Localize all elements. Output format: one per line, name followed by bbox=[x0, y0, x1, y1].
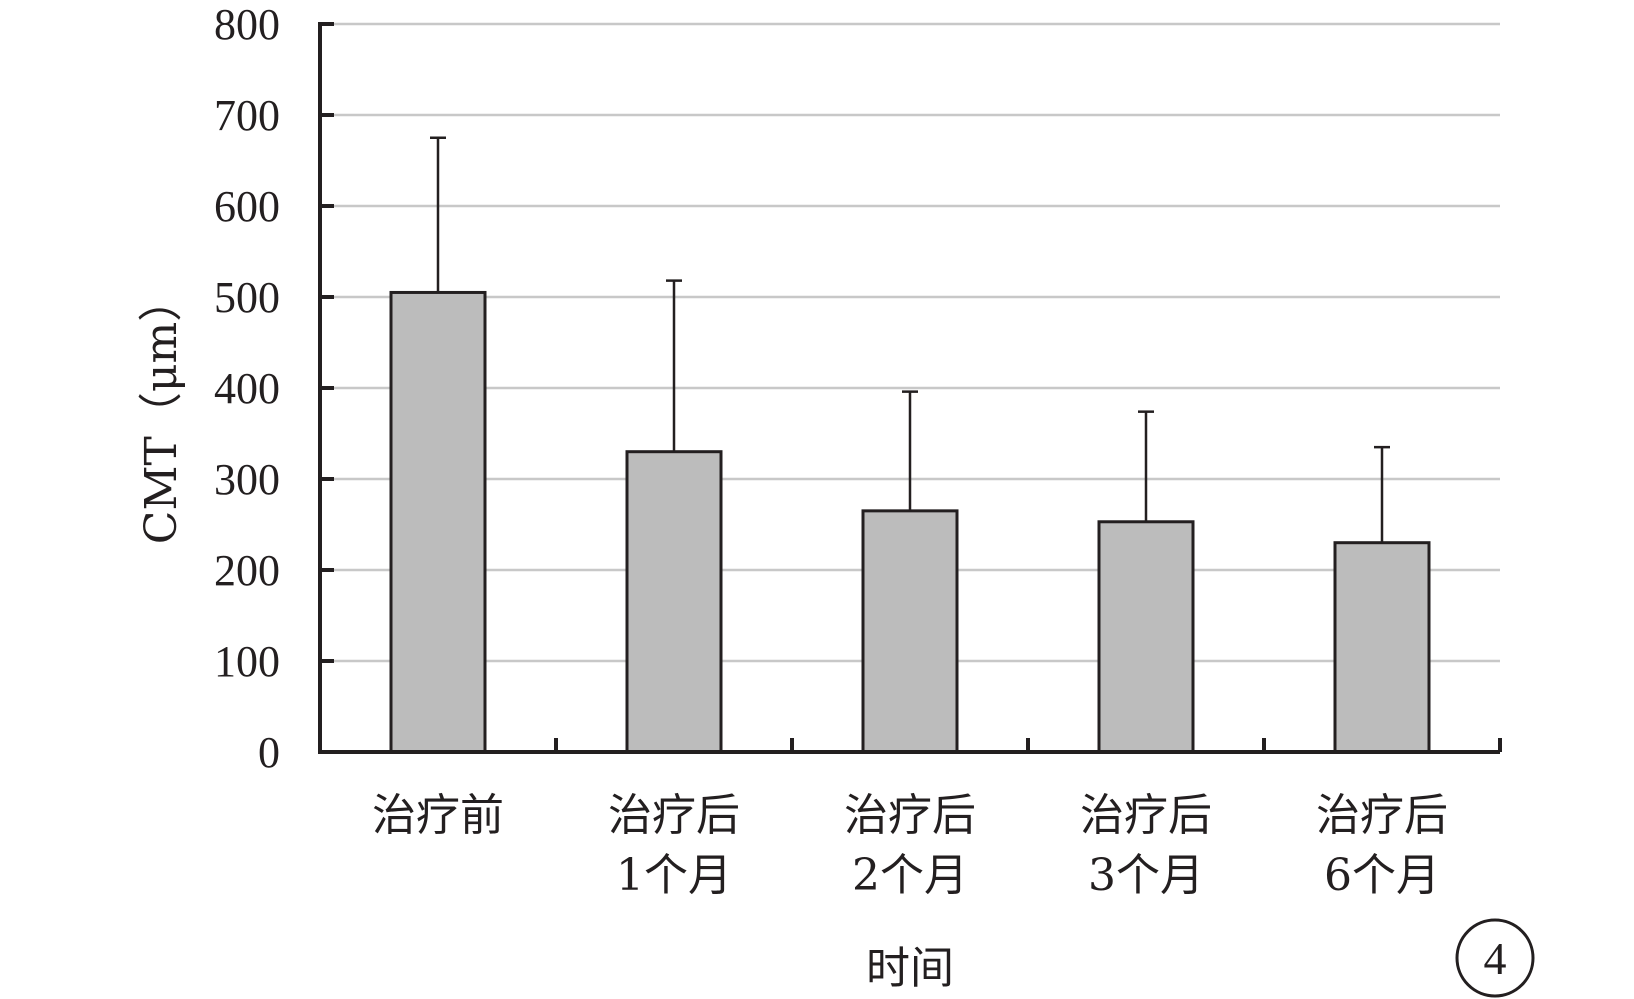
x-category-label: 治疗后 bbox=[608, 790, 740, 841]
bar bbox=[625, 450, 723, 754]
y-tick-label: 500 bbox=[214, 273, 280, 322]
badge-circle bbox=[1455, 918, 1535, 998]
x-category-label: 治疗后 bbox=[1080, 790, 1212, 841]
bar bbox=[1333, 541, 1431, 754]
y-tick-label: 0 bbox=[258, 728, 280, 777]
y-tick-label: 300 bbox=[214, 455, 280, 504]
labels: 0 100 200 300 400 500 600 700 800 治疗前 治疗后 1个月 治疗后 2个月… bbox=[214, 0, 1448, 901]
bar bbox=[389, 290, 487, 754]
y-tick-label: 800 bbox=[214, 0, 280, 49]
x-category-label: 治疗前 bbox=[372, 790, 504, 841]
y-tick-label: 100 bbox=[214, 637, 280, 686]
y-tick-label: 700 bbox=[214, 91, 280, 140]
bars bbox=[389, 136, 1431, 754]
y-tick-label: 400 bbox=[214, 364, 280, 413]
x-category-label: 治疗后 bbox=[1316, 790, 1448, 841]
x-axis-title: 时间 bbox=[866, 943, 954, 994]
bar bbox=[861, 509, 959, 754]
y-tick-label: 600 bbox=[214, 182, 280, 231]
badge-number: 4 bbox=[1484, 933, 1507, 984]
bar bbox=[1097, 520, 1195, 754]
x-category-label: 1个月 bbox=[616, 850, 732, 901]
x-category-label: 6个月 bbox=[1324, 850, 1440, 901]
y-axis-title: CMT（μm） bbox=[136, 278, 187, 544]
y-tick-label: 200 bbox=[214, 546, 280, 595]
x-category-label: 2个月 bbox=[852, 850, 968, 901]
figure-number-badge: 4 bbox=[1455, 918, 1535, 998]
x-category-label: 治疗后 bbox=[844, 790, 976, 841]
axes bbox=[318, 22, 1502, 754]
x-category-label: 3个月 bbox=[1088, 850, 1204, 901]
